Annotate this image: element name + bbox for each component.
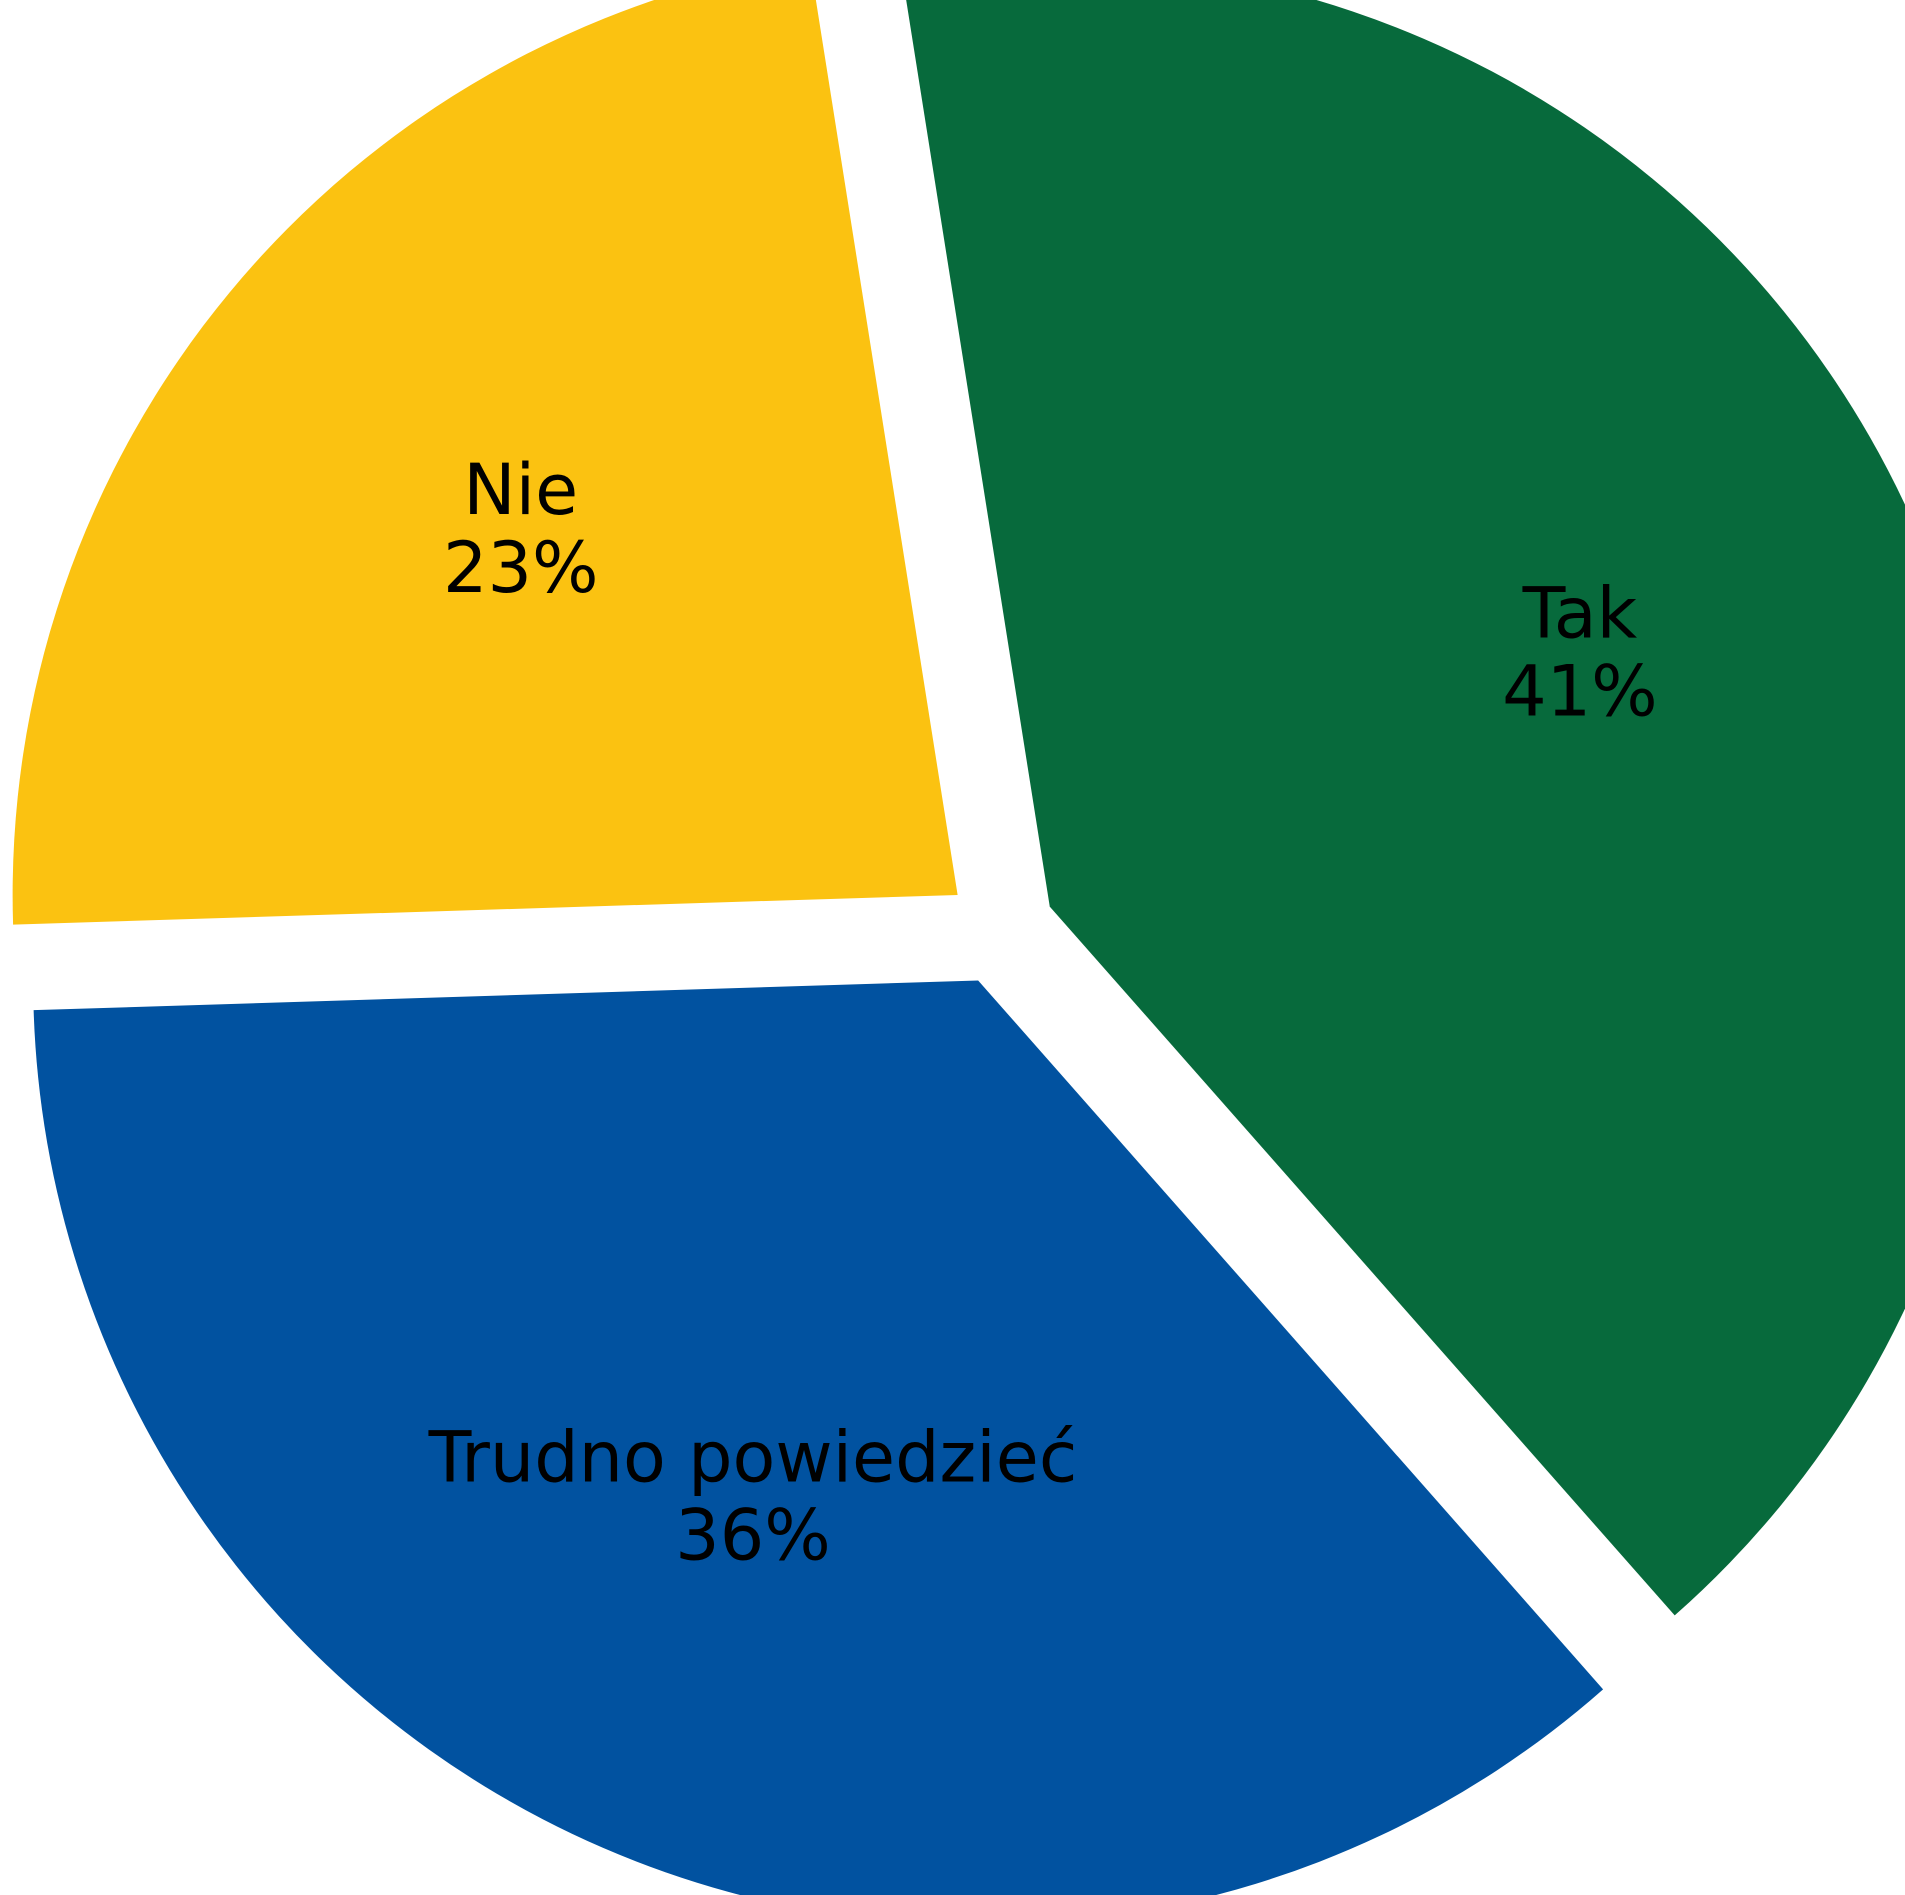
pie-slice-tak bbox=[906, 0, 1905, 1616]
slices-layer bbox=[12, 0, 1905, 1895]
pie-slice-trudno-powiedziec bbox=[33, 980, 1604, 1895]
slice-value-label: 36% bbox=[675, 1494, 831, 1576]
slice-category-label: Tak bbox=[1522, 573, 1638, 655]
slice-label-nie: Nie 23% bbox=[443, 449, 599, 609]
slice-category-label: Trudno powiedzieć bbox=[428, 1416, 1078, 1498]
slice-label-tak: Tak 41% bbox=[1502, 573, 1658, 733]
slice-category-label: Nie bbox=[463, 449, 578, 531]
labels-layer: Tak 41% Trudno powiedzieć 36% Nie 23% bbox=[428, 449, 1658, 1576]
pie-slice-nie bbox=[12, 0, 958, 925]
slice-value-label: 23% bbox=[443, 527, 599, 609]
slice-value-label: 41% bbox=[1502, 651, 1658, 733]
slice-label-trudno-powiedziec: Trudno powiedzieć 36% bbox=[428, 1416, 1078, 1576]
